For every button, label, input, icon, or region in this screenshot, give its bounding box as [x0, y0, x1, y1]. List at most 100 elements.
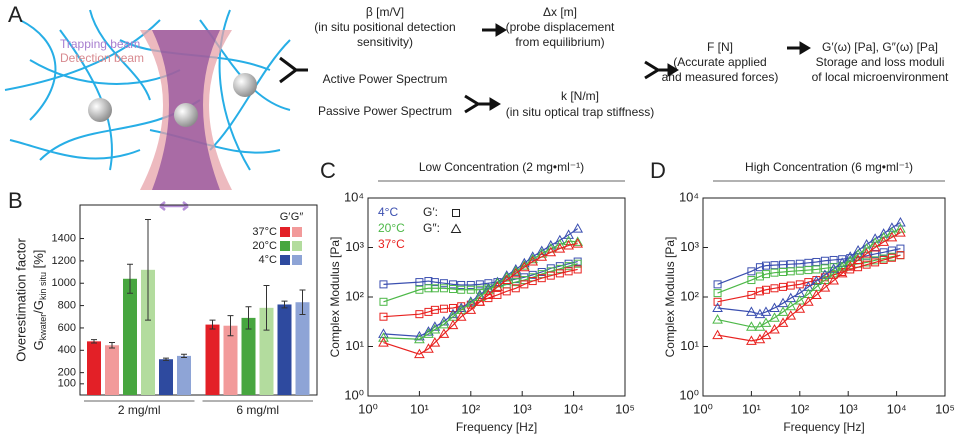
- marker: [769, 324, 780, 334]
- marker: [820, 264, 829, 273]
- x-tick-label: 10³: [839, 401, 858, 416]
- marker: [746, 306, 757, 316]
- legend-swatch: [292, 255, 302, 265]
- marker: [861, 248, 872, 258]
- marker: [871, 258, 880, 267]
- marker: [804, 266, 813, 275]
- marker: [811, 275, 822, 286]
- marker: [761, 270, 770, 279]
- x-tick-label: 10¹: [410, 401, 429, 416]
- marker: [483, 289, 494, 299]
- marker: [493, 290, 502, 299]
- bar: [105, 345, 119, 395]
- marker: [760, 317, 772, 327]
- marker: [502, 287, 511, 296]
- marker: [886, 222, 898, 232]
- marker: [755, 272, 764, 281]
- flow-text: F [N]: [707, 40, 733, 54]
- marker: [474, 291, 486, 301]
- legend-swatch: [280, 255, 290, 265]
- marker: [475, 280, 484, 289]
- marker: [415, 310, 424, 319]
- marker: [573, 259, 582, 268]
- flow-text: (in situ positional detection: [314, 20, 455, 34]
- marker: [563, 229, 574, 239]
- marker: [455, 304, 467, 314]
- marker: [844, 255, 856, 265]
- flow-text: of local microenvironment: [812, 70, 949, 84]
- marker: [448, 285, 457, 294]
- legend-swatch: [280, 227, 290, 237]
- marker: [465, 297, 477, 308]
- marker: [761, 261, 770, 270]
- legend-label: G″:: [423, 221, 440, 235]
- marker: [438, 328, 450, 338]
- marker: [712, 329, 723, 340]
- marker: [429, 337, 441, 347]
- flow-text: and measured forces): [662, 70, 779, 84]
- y-tick-label: 10¹: [680, 338, 699, 353]
- panel-label: A: [8, 2, 23, 27]
- marker: [439, 304, 448, 313]
- marker: [510, 267, 522, 278]
- marker: [836, 267, 848, 278]
- marker: [794, 303, 806, 313]
- marker: [520, 280, 529, 289]
- marker: [712, 302, 723, 312]
- bar: [177, 355, 191, 395]
- marker: [878, 231, 890, 242]
- plot-frame: [367, 197, 626, 397]
- error-bar: [263, 284, 270, 331]
- marker: [871, 249, 880, 258]
- y-tick-label: 600: [58, 322, 76, 334]
- marker: [415, 285, 424, 294]
- legend-label: 4°C: [259, 254, 278, 266]
- marker: [450, 223, 462, 233]
- y-tick-label: 200: [58, 367, 76, 379]
- marker: [546, 267, 555, 276]
- marker: [844, 261, 856, 271]
- marker: [828, 275, 839, 285]
- bar: [123, 278, 137, 395]
- y-axis-label-part: kwater: [38, 314, 48, 341]
- marker: [466, 285, 475, 294]
- y-axis-label-part: [%]: [31, 250, 46, 272]
- marker: [746, 321, 757, 331]
- panel-label: B: [8, 188, 23, 213]
- marker: [755, 287, 764, 296]
- marker: [804, 278, 813, 287]
- x-tick-label: 10⁴: [564, 401, 584, 416]
- marker: [887, 253, 896, 262]
- flow-text: (in situ optical trap stiffness): [506, 105, 655, 119]
- marker: [424, 284, 433, 293]
- y-tick-label: 10³: [345, 239, 364, 254]
- y-tick-label: 10⁰: [679, 387, 699, 402]
- marker: [769, 302, 780, 312]
- marker: [455, 311, 467, 321]
- marker: [536, 245, 548, 255]
- legend-swatch: [280, 241, 290, 251]
- x-tick-label: 10⁵: [935, 401, 955, 416]
- marker: [802, 296, 814, 306]
- marker: [563, 235, 574, 246]
- series-line: [383, 260, 578, 286]
- error-bar: [91, 339, 97, 344]
- y-axis-label-part: kin situ: [38, 272, 48, 300]
- marker: [423, 343, 434, 353]
- x-axis-label: Frequency [Hz]: [783, 420, 864, 434]
- flow-text: G′(ω) [Pa], G″(ω) [Pa]: [822, 40, 938, 54]
- marker: [747, 290, 756, 299]
- x-tick-label: 10²: [461, 401, 480, 416]
- error-bar: [163, 357, 169, 361]
- bar: [205, 324, 220, 395]
- beam-label: Trapping beam: [60, 37, 140, 51]
- marker: [527, 256, 539, 266]
- marker: [546, 271, 555, 280]
- marker: [811, 289, 822, 299]
- marker: [520, 276, 529, 285]
- y-tick-label: 10⁰: [344, 387, 364, 402]
- marker: [869, 241, 881, 252]
- marker: [501, 274, 513, 285]
- marker: [861, 243, 872, 253]
